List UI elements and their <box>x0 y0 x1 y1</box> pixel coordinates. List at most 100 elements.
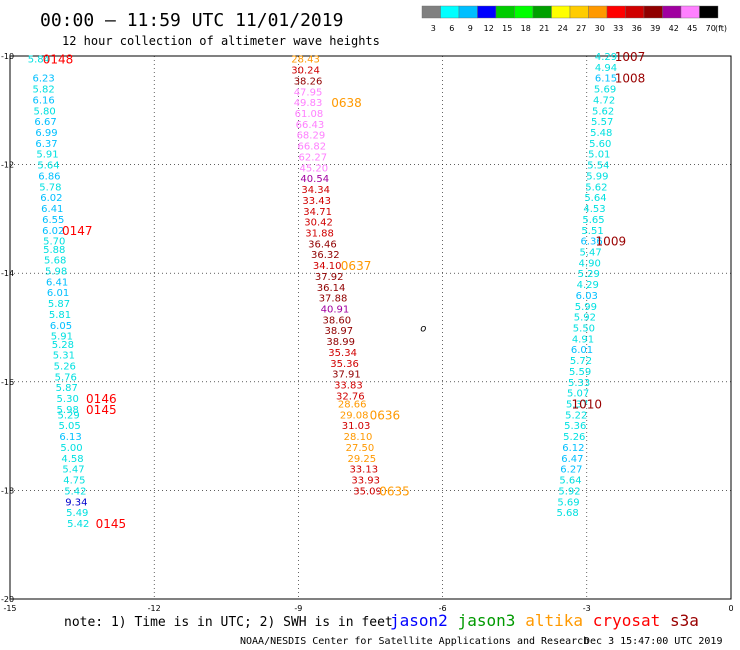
wave-height-label: 4.90 <box>579 258 601 269</box>
wave-height-label: 6.99 <box>35 128 57 139</box>
wave-height-label: 6.41 <box>46 277 68 288</box>
wave-height-label: 45.20 <box>299 163 328 174</box>
wave-height-label: 5.47 <box>580 247 602 258</box>
colorbar-tick-label: 45 <box>687 24 697 33</box>
wave-height-label: 5.57 <box>591 117 613 128</box>
wave-height-label: 5.31 <box>53 351 75 362</box>
wave-height-label: 5.47 <box>62 465 84 476</box>
colorbar-swatch <box>625 5 645 19</box>
wave-height-label: 5.29 <box>578 269 600 280</box>
wave-height-label: 35.34 <box>328 348 357 359</box>
colorbar-tick-label: 27 <box>576 24 586 33</box>
wave-height-label: 5.64 <box>559 476 581 487</box>
x-tick-label: -12 <box>148 604 161 613</box>
x-tick-label: -9 <box>294 604 302 613</box>
wave-height-label: 40.91 <box>321 304 350 315</box>
wave-height-label: 6.15 <box>595 74 617 85</box>
colorbar-swatch <box>680 5 700 19</box>
colorbar-swatch <box>514 5 534 19</box>
colorbar-tick-label: 3 <box>431 24 436 33</box>
wave-height-label: 5.33 <box>568 378 590 389</box>
wave-height-label: 6.01 <box>571 345 593 356</box>
colorbar-swatch <box>421 5 441 19</box>
wave-height-label: 33.83 <box>334 381 363 392</box>
wave-height-label: 6.41 <box>41 204 63 215</box>
colorbar-tick-label: 15 <box>502 24 512 33</box>
wave-height-label: 4.75 <box>63 476 85 487</box>
footer-credit: NOAA/NESDIS Center for Satellite Applica… <box>240 636 589 647</box>
wave-height-label: 30.24 <box>291 66 320 77</box>
wave-height-label: 5.68 <box>44 256 66 267</box>
y-tick-label: -18 <box>1 486 14 495</box>
colorbar-swatch <box>551 5 571 19</box>
wave-height-label: 33.43 <box>302 196 331 207</box>
wave-height-label: 37.92 <box>315 272 344 283</box>
wave-height-label: 5.00 <box>60 443 82 454</box>
wave-height-label: 4.53 <box>583 204 605 215</box>
pass-time-label: 0638 <box>331 96 362 110</box>
footer-timestamp: Dec 3 15:47:00 UTC 2019 <box>584 636 722 647</box>
wave-height-label: 5.99 <box>575 302 597 313</box>
wave-height-label: 9.34 <box>65 497 87 508</box>
wave-height-label: 27.50 <box>346 443 375 454</box>
wave-height-label: 5.49 <box>66 508 88 519</box>
wave-height-label: 5.37 <box>566 400 588 411</box>
wave-height-label: 28.10 <box>344 432 373 443</box>
wave-height-label: 5.91 <box>36 150 58 161</box>
pass-time-label: 0636 <box>370 408 401 422</box>
colorbar-swatch <box>495 5 515 19</box>
wave-height-label: 5.01 <box>588 150 610 161</box>
wave-height-label: 6.55 <box>42 215 64 226</box>
wave-height-label: 5.87 <box>56 383 78 394</box>
wave-height-label: 5.68 <box>556 508 578 519</box>
colorbar-swatch <box>440 5 460 19</box>
colorbar-swatch <box>532 5 552 19</box>
wave-height-label: 5.76 <box>55 372 77 383</box>
wave-height-label: 5.42 <box>67 519 89 530</box>
wave-height-label: 4.29 <box>595 52 617 63</box>
colorbar-tick-label: 18 <box>521 24 531 33</box>
wave-height-label: 6.23 <box>33 74 55 85</box>
wave-height-label: 49.83 <box>294 98 323 109</box>
wave-height-label: 5.22 <box>565 410 587 421</box>
pass-time-label: 0145 <box>96 517 127 531</box>
pass-time-label: 0637 <box>341 259 372 273</box>
wave-height-label: 5.65 <box>582 215 604 226</box>
wave-height-label: 6.36 <box>580 237 602 248</box>
plot-area: -15 -12 -9 -6 -3 0-10-12-14-16-18-205.846.235… <box>1 50 734 613</box>
colorbar-tick-label: 36 <box>632 24 642 33</box>
colorbar-swatch <box>458 5 478 19</box>
colorbar-tick-label: 6 <box>449 24 454 33</box>
x-tick-label: -15 <box>3 604 16 613</box>
colorbar-swatch <box>588 5 608 19</box>
wave-height-label: 61.08 <box>295 109 324 120</box>
wave-height-label: 5.99 <box>586 171 608 182</box>
wave-height-label: 5.84 <box>28 55 50 66</box>
colorbar-swatch <box>477 5 497 19</box>
pass-time-label: 0635 <box>379 484 410 498</box>
chart-subtitle: 12 hour collection of altimeter wave hei… <box>62 34 380 48</box>
wave-height-label: 6.05 <box>50 321 72 332</box>
wave-height-label: 35.09 <box>353 486 382 497</box>
wave-height-label: 4.72 <box>593 95 615 106</box>
legend-altika: altika <box>525 611 583 630</box>
wave-height-label: 6.02 <box>42 226 64 237</box>
colorbar-swatch <box>569 5 589 19</box>
y-tick-label: -16 <box>1 378 14 387</box>
wave-height-label: 5.28 <box>52 340 74 351</box>
wave-height-label: 5.26 <box>563 432 585 443</box>
pass-time-label: 1007 <box>615 50 646 64</box>
wave-height-label: 5.42 <box>64 486 86 497</box>
wave-height-label: 5.92 <box>558 486 580 497</box>
wave-height-label: 5.64 <box>37 161 59 172</box>
pass-time-label: 0148 <box>43 53 74 67</box>
wave-height-label: 5.98 <box>45 266 67 277</box>
wave-height-label: 33.93 <box>351 476 380 487</box>
colorbar-swatch <box>643 5 663 19</box>
wave-height-label: 5.30 <box>57 394 79 405</box>
legend-cryosat: cryosat <box>593 611 660 630</box>
wave-height-label: 4.29 <box>577 280 599 291</box>
wave-height-label: 5.36 <box>564 421 586 432</box>
pass-time-label: 0146 <box>86 392 117 406</box>
wave-height-label: 6.03 <box>576 291 598 302</box>
